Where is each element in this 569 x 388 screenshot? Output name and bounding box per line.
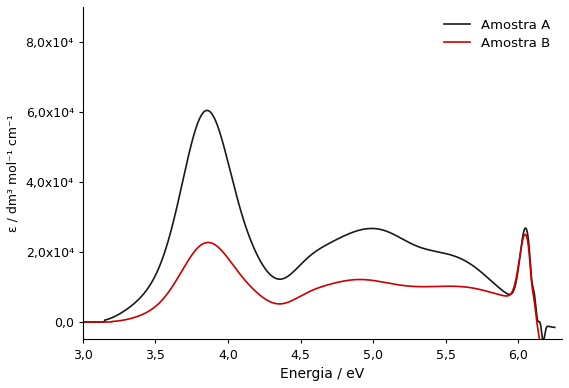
Amostra B xyxy=(491,291,498,296)
Y-axis label: ε / dm³ mol⁻¹ cm⁻¹: ε / dm³ mol⁻¹ cm⁻¹ xyxy=(7,114,20,232)
Amostra B xyxy=(261,296,267,300)
Amostra B xyxy=(542,356,549,360)
Line: Amostra B: Amostra B xyxy=(83,234,555,364)
Amostra A xyxy=(551,325,558,330)
Amostra A xyxy=(79,320,86,324)
Amostra B xyxy=(133,314,140,319)
Amostra B xyxy=(522,232,529,237)
Amostra A xyxy=(133,299,140,304)
Amostra A xyxy=(161,250,168,255)
Amostra A xyxy=(492,282,498,286)
Line: Amostra A: Amostra A xyxy=(83,111,555,341)
Amostra B xyxy=(551,361,558,366)
Amostra B xyxy=(79,320,86,324)
Amostra A xyxy=(204,108,211,113)
Legend: Amostra A, Amostra B: Amostra A, Amostra B xyxy=(439,14,555,55)
Amostra A xyxy=(540,339,547,343)
Amostra A xyxy=(281,276,288,281)
Amostra B xyxy=(161,295,168,300)
Amostra A xyxy=(261,265,267,269)
Amostra B xyxy=(281,301,288,306)
X-axis label: Energia / eV: Energia / eV xyxy=(281,367,365,381)
Amostra A xyxy=(542,327,549,332)
